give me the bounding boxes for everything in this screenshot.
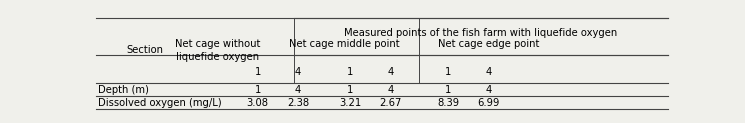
Text: 1: 1 — [347, 85, 353, 95]
Text: 1: 1 — [445, 85, 451, 95]
Text: 3.21: 3.21 — [339, 98, 361, 108]
Text: Net cage middle point: Net cage middle point — [289, 39, 399, 49]
Text: 1: 1 — [347, 67, 353, 77]
Text: 1: 1 — [255, 85, 261, 95]
Text: 6.99: 6.99 — [478, 98, 500, 108]
Text: 4: 4 — [387, 85, 393, 95]
Text: 4: 4 — [295, 85, 301, 95]
Text: 4: 4 — [486, 67, 492, 77]
Text: 1: 1 — [255, 67, 261, 77]
Text: 4: 4 — [295, 67, 301, 77]
Text: 4: 4 — [486, 85, 492, 95]
Text: Depth (m): Depth (m) — [98, 85, 148, 95]
Text: Dissolved oxygen (mg/L): Dissolved oxygen (mg/L) — [98, 98, 221, 108]
Text: 1: 1 — [445, 67, 451, 77]
Text: 4: 4 — [387, 67, 393, 77]
Text: 8.39: 8.39 — [437, 98, 459, 108]
Text: Measured points of the fish farm with liquefide oxygen: Measured points of the fish farm with li… — [344, 28, 618, 38]
Text: 2.38: 2.38 — [287, 98, 309, 108]
Text: Net cage without
liquefide oxygen: Net cage without liquefide oxygen — [174, 39, 260, 62]
Text: Net cage edge point: Net cage edge point — [438, 39, 539, 49]
Text: Section: Section — [127, 45, 164, 55]
Text: 3.08: 3.08 — [247, 98, 269, 108]
Text: 2.67: 2.67 — [379, 98, 402, 108]
